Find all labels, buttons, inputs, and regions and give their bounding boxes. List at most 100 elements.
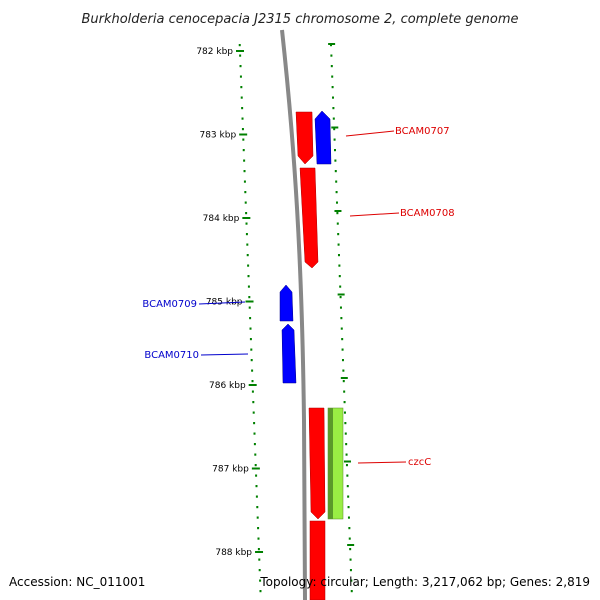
minor-tick-outer (347, 516, 350, 519)
minor-tick-inner (238, 44, 241, 47)
gene-labels: BCAM0707 BCAM0708 BCAM0709 BCAM0710 czcC (142, 126, 454, 468)
minor-tick-outer (338, 264, 341, 267)
minor-tick-outer (348, 537, 351, 540)
minor-tick-outer (339, 296, 342, 299)
minor-tick-outer (330, 54, 333, 57)
minor-tick-outer (333, 138, 336, 141)
gene-label-bcam0710[interactable]: BCAM0710 (144, 350, 199, 361)
minor-tick-inner (245, 222, 248, 225)
minor-tick-inner (250, 348, 253, 351)
inner-tick-ring (238, 44, 262, 593)
minor-tick-outer (349, 558, 352, 561)
minor-tick-inner (243, 159, 246, 162)
gene-feature-blue-0707[interactable] (314, 110, 332, 165)
minor-tick-outer (341, 348, 344, 351)
minor-tick-inner (242, 149, 245, 152)
gene-label-bcam0709[interactable]: BCAM0709 (142, 299, 197, 310)
gene-feature-czcc[interactable] (308, 407, 326, 520)
minor-tick-inner (247, 285, 250, 288)
minor-tick-outer (330, 65, 333, 68)
label-line-bcam0708 (349, 212, 400, 217)
minor-tick-inner (245, 212, 248, 215)
minor-tick-inner (245, 233, 248, 236)
minor-tick-outer (339, 285, 342, 288)
minor-tick-outer (334, 170, 337, 173)
minor-tick-inner (247, 264, 250, 267)
outer-tick-ring (330, 44, 353, 593)
minor-tick-outer (342, 369, 345, 372)
gene-features (279, 110, 344, 600)
minor-tick-inner (250, 359, 253, 362)
minor-tick-inner (254, 464, 257, 467)
minor-tick-outer (336, 222, 339, 225)
gene-feature-next[interactable] (309, 520, 326, 600)
minor-tick-outer (337, 243, 340, 246)
minor-tick-inner (241, 128, 244, 131)
minor-tick-inner (243, 170, 246, 173)
minor-tick-inner (255, 474, 258, 477)
minor-tick-inner (254, 453, 257, 456)
minor-tick-inner (249, 327, 252, 330)
minor-tick-inner (249, 317, 252, 320)
minor-tick-inner (239, 75, 242, 78)
gene-feature-czcc-cog-shade (328, 408, 333, 519)
gene-label-czcc[interactable]: czcC (408, 457, 431, 468)
minor-tick-inner (259, 590, 262, 593)
minor-tick-outer (343, 401, 346, 404)
gene-feature-bcam0708[interactable] (299, 167, 319, 269)
minor-tick-inner (259, 579, 262, 582)
minor-tick-outer (334, 159, 337, 162)
minor-tick-outer (335, 180, 338, 183)
minor-tick-inner (253, 432, 256, 435)
tick-label: 786 kbp (209, 381, 246, 391)
minor-tick-outer (342, 380, 345, 383)
map-title: Burkholderia cenocepacia J2315 chromosom… (81, 12, 518, 27)
minor-tick-inner (242, 138, 245, 141)
tick-label: 784 kbp (203, 214, 240, 224)
minor-tick-outer (341, 359, 344, 362)
minor-tick-outer (331, 75, 334, 78)
accession-text: Accession: NC_011001 (9, 575, 145, 589)
minor-tick-outer (333, 149, 336, 152)
minor-tick-outer (346, 474, 349, 477)
minor-tick-outer (347, 506, 350, 509)
chromosome-backbone (280, 29, 307, 600)
gene-feature-bcam0709[interactable] (279, 284, 294, 322)
minor-tick-inner (258, 558, 261, 561)
minor-tick-inner (247, 275, 250, 278)
minor-tick-inner (253, 443, 256, 446)
minor-tick-inner (257, 548, 260, 551)
minor-tick-inner (257, 537, 260, 540)
gene-feature-bcam0707[interactable] (295, 111, 314, 165)
minor-tick-outer (332, 107, 335, 110)
minor-tick-outer (350, 579, 353, 582)
gene-label-bcam0708[interactable]: BCAM0708 (400, 208, 455, 219)
minor-tick-inner (251, 369, 254, 372)
minor-tick-inner (251, 390, 254, 393)
minor-tick-inner (241, 117, 244, 120)
minor-tick-inner (256, 506, 259, 509)
minor-tick-outer (330, 44, 332, 47)
minor-tick-outer (335, 191, 338, 194)
minor-tick-inner (251, 380, 254, 383)
minor-tick-inner (252, 411, 255, 414)
minor-tick-inner (239, 65, 242, 68)
minor-tick-inner (249, 338, 252, 341)
label-line-czcc (357, 461, 407, 464)
minor-tick-inner (252, 401, 255, 404)
minor-tick-outer (343, 390, 346, 393)
minor-tick-inner (248, 296, 251, 299)
minor-tick-outer (333, 128, 336, 131)
minor-tick-outer (345, 453, 348, 456)
minor-tick-inner (240, 96, 243, 99)
minor-tick-outer (340, 327, 343, 330)
tick-label: 787 kbp (212, 465, 249, 475)
gene-feature-bcam0710[interactable] (281, 323, 297, 384)
minor-tick-outer (336, 212, 339, 215)
minor-tick-inner (255, 495, 258, 498)
minor-tick-outer (349, 569, 352, 572)
minor-tick-inner (253, 422, 256, 425)
minor-tick-outer (332, 117, 335, 120)
gene-label-bcam0707[interactable]: BCAM0707 (395, 126, 450, 137)
